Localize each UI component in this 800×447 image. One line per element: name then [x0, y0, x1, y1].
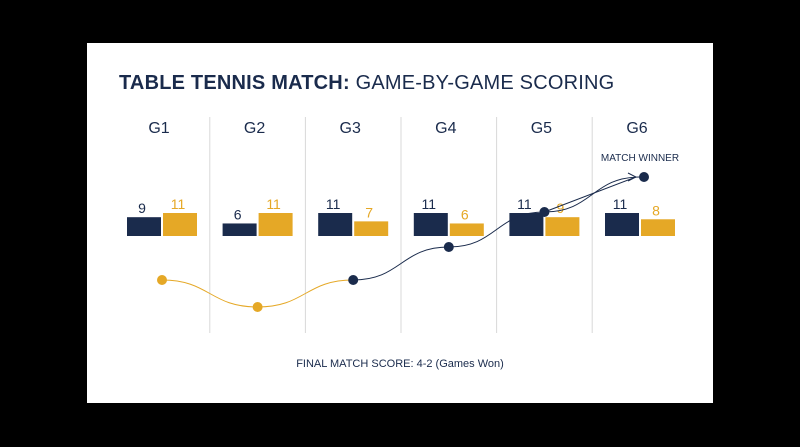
winner-arrow-head [627, 172, 637, 182]
bar-player-b [258, 213, 293, 236]
bar-player-b [641, 219, 675, 236]
bar-player-b [545, 217, 580, 236]
momentum-line-segment [353, 246, 449, 281]
match-winner-label: MATCH WINNER [601, 153, 679, 164]
bar-player-a [127, 217, 161, 236]
bar-value-player-a: 11 [326, 196, 341, 212]
bar-player-b [354, 221, 389, 236]
bar-value-player-a: 9 [138, 200, 146, 216]
momentum-point [157, 275, 167, 285]
game-label: G3 [340, 120, 361, 137]
momentum-line-segment [161, 279, 258, 308]
final-match-score: FINAL MATCH SCORE: 4-2 (Games Won) [296, 358, 504, 370]
bar-value-player-b: 9 [557, 200, 565, 216]
bar-player-a [318, 213, 353, 236]
momentum-line-segment [544, 176, 641, 213]
momentum-line-segment [257, 279, 354, 308]
bar-value-player-b: 11 [171, 196, 186, 212]
chart-title-rest: GAME-BY-GAME SCORING [349, 72, 615, 94]
bar-value-player-b: 11 [266, 196, 281, 212]
bar-value-player-b: 8 [652, 202, 660, 218]
bar-value-player-a: 11 [422, 196, 437, 212]
game-label: G6 [626, 120, 647, 137]
game-label: G2 [244, 120, 265, 137]
winner-arrow-line [544, 176, 637, 213]
game-label: G5 [531, 120, 552, 137]
bar-value-player-b: 7 [365, 204, 373, 220]
game-label: G4 [435, 120, 456, 137]
match-winner-point [639, 172, 649, 182]
momentum-point [443, 242, 454, 252]
bar-player-b [163, 213, 197, 236]
momentum-line-segment [448, 211, 545, 248]
bar-player-a [222, 223, 257, 236]
chart-title-bold: TABLE TENNIS MATCH: [119, 72, 350, 94]
bar-value-player-a: 11 [613, 196, 628, 212]
bar-value-player-a: 6 [234, 206, 242, 222]
momentum-point [348, 275, 359, 285]
bar-player-a [605, 213, 639, 236]
momentum-point [252, 302, 263, 312]
bar-value-player-a: 11 [517, 196, 532, 212]
bar-player-a [413, 213, 448, 236]
bar-value-player-b: 6 [461, 206, 469, 222]
bar-player-a [509, 213, 544, 236]
bar-player-b [449, 223, 484, 236]
game-label: G1 [148, 120, 169, 137]
chart-title: TABLE TENNIS MATCH: GAME-BY-GAME SCORING [119, 72, 614, 95]
